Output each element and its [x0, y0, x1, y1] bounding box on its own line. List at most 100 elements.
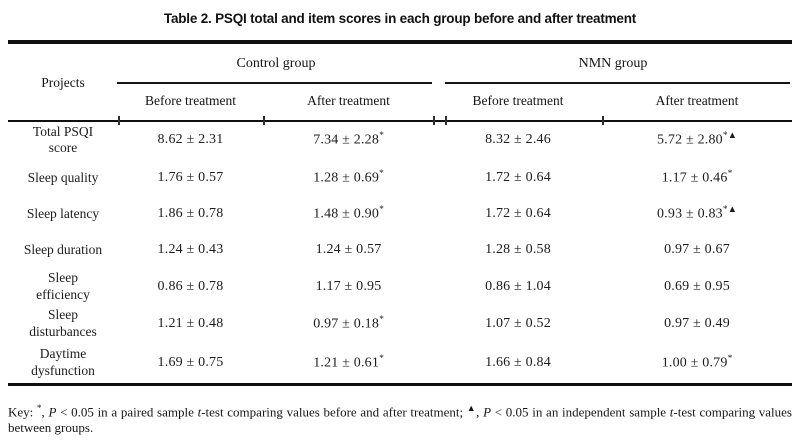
cell-value: 1.21 ± 0.61* [263, 342, 434, 383]
table-bottom-rule [8, 383, 792, 386]
column-junction-tick [433, 116, 435, 125]
row-label-line1: Sleep quality [27, 169, 99, 185]
nmn-group-header: NMN group [578, 56, 648, 71]
cell-value: 0.93 ± 0.83*▲ [602, 196, 792, 232]
cell-text: 1.86 ± 0.78 [157, 206, 224, 221]
cell-value: 1.48 ± 0.90* [263, 196, 434, 232]
table-key: Key: *, P < 0.05 in a paired sample t-te… [8, 401, 792, 435]
cell-text: 1.28 ± 0.69 [313, 170, 380, 186]
row-label-line2: dysfunction [31, 362, 95, 378]
control-before-header: Before treatment [144, 93, 237, 108]
cell-value: 1.24 ± 0.57 [263, 232, 434, 268]
nmn-group-underline [445, 82, 790, 84]
row-label-line2: disturbances [29, 323, 97, 339]
t-symbol: t [197, 404, 202, 420]
cell-text: 1.21 ± 0.48 [157, 315, 224, 331]
table-row-sleep-efficiency: Sleep efficiency 0.86 ± 0.78 1.17 ± 0.95… [8, 268, 792, 305]
header-separator-rule [8, 120, 792, 122]
row-label: Total PSQI score [8, 120, 118, 160]
row-label-line1: Total PSQI [32, 123, 94, 139]
triangle-marker: ▲ [466, 403, 477, 413]
column-junction-tick [445, 116, 447, 125]
cell-value: 8.62 ± 2.31 [118, 120, 263, 160]
row-label: Sleep efficiency [8, 268, 118, 305]
cell-superscript: *▲ [722, 205, 738, 216]
nmn-after-header: After treatment [655, 93, 739, 108]
cell-text: 5.72 ± 2.80 [656, 132, 723, 148]
table-row-total-psqi: Total PSQI score 8.62 ± 2.31 7.34 ± 2.28… [8, 120, 792, 160]
cell-value: 7.34 ± 2.28* [263, 120, 434, 160]
table-title: Table 2. PSQI total and item scores in e… [163, 11, 637, 26]
cell-value: 1.66 ± 0.84 [434, 342, 602, 383]
cell-value: 8.32 ± 2.46 [434, 120, 602, 160]
cell-text: 0.97 ± 0.18 [313, 316, 380, 332]
control-group-header: Control group [236, 56, 316, 71]
table-row-sleep-disturbances: Sleep disturbances 1.21 ± 0.48 0.97 ± 0.… [8, 305, 792, 342]
p-symbol: P [483, 404, 492, 420]
row-label-line2: efficiency [36, 286, 90, 302]
cell-text: 1.28 ± 0.58 [485, 242, 551, 257]
row-label-line1: Sleep [48, 270, 78, 285]
cell-value: 1.69 ± 0.75 [118, 342, 263, 383]
p-symbol: P [48, 404, 57, 420]
cell-text: 0.93 ± 0.83 [656, 206, 723, 222]
row-label: Sleep quality [8, 160, 118, 196]
row-label-line1: Sleep latency [26, 205, 100, 221]
key-text: , [41, 404, 49, 420]
cell-text: 1.48 ± 0.90 [313, 206, 380, 222]
cell-text: 1.72 ± 0.64 [485, 170, 551, 185]
cell-value: 1.28 ± 0.58 [434, 232, 602, 268]
table-row-daytime-dysfunction: Daytime dysfunction 1.69 ± 0.75 1.21 ± 0… [8, 342, 792, 383]
cell-superscript: * [727, 169, 733, 180]
cell-value: 0.97 ± 0.67 [602, 232, 792, 268]
cell-text: 1.07 ± 0.52 [485, 315, 551, 331]
cell-value: 0.69 ± 0.95 [602, 268, 792, 305]
cell-value: 1.28 ± 0.69* [263, 160, 434, 196]
cell-value: 1.86 ± 0.78 [118, 196, 263, 232]
cell-text: 1.66 ± 0.84 [485, 354, 551, 370]
subheader-row: Before treatment After treatment Before … [8, 82, 792, 120]
cell-text: 1.24 ± 0.57 [315, 242, 382, 257]
table-row-sleep-duration: Sleep duration 1.24 ± 0.43 1.24 ± 0.57 1… [8, 232, 792, 268]
cell-value: 1.00 ± 0.79* [602, 342, 792, 383]
cell-text: 8.32 ± 2.46 [485, 132, 551, 147]
cell-value: 1.21 ± 0.48 [118, 305, 263, 342]
cell-value: 1.72 ± 0.64 [434, 160, 602, 196]
control-group-underline [117, 82, 432, 84]
cell-text: 1.21 ± 0.61 [313, 355, 380, 371]
column-junction-tick [263, 116, 265, 125]
cell-text: 1.00 ± 0.79 [661, 355, 728, 371]
cell-value: 1.17 ± 0.95 [263, 268, 434, 305]
cell-value: 5.72 ± 2.80*▲ [602, 120, 792, 160]
key-text: Key: [8, 404, 37, 420]
nmn-before-header: Before treatment [472, 93, 564, 108]
cell-text: 1.17 ± 0.46 [661, 170, 728, 186]
key-text: , [476, 404, 484, 420]
cell-text: 1.69 ± 0.75 [157, 354, 224, 370]
cell-value: 0.86 ± 0.78 [118, 268, 263, 305]
cell-superscript: *▲ [722, 131, 738, 142]
column-junction-tick [118, 116, 120, 125]
asterisk-marker: * [36, 403, 42, 413]
row-label: Sleep duration [8, 232, 118, 268]
row-label: Daytime dysfunction [8, 342, 118, 383]
cell-superscript: * [379, 169, 384, 180]
cell-value: 0.97 ± 0.49 [602, 305, 792, 342]
cell-superscript: * [379, 205, 384, 216]
row-label-line1: Sleep duration [23, 241, 103, 257]
cell-text: 7.34 ± 2.28 [313, 132, 380, 148]
cell-text: 0.86 ± 0.78 [157, 278, 224, 294]
cell-text: 8.62 ± 2.31 [157, 132, 224, 147]
column-junction-tick [602, 116, 604, 125]
row-label-line2: score [48, 140, 78, 155]
control-after-header: After treatment [307, 93, 390, 108]
cell-text: 1.72 ± 0.64 [485, 206, 551, 221]
row-label: Sleep disturbances [8, 305, 118, 342]
group-header-row: Projects Control group NMN group [8, 46, 792, 90]
key-text: < 0.05 in a paired sample [56, 404, 198, 420]
cell-superscript: * [379, 353, 384, 364]
row-label-line1: Daytime [39, 346, 87, 361]
row-label-line1: Sleep [48, 307, 78, 322]
cell-text: 1.24 ± 0.43 [157, 242, 224, 257]
cell-value: 1.72 ± 0.64 [434, 196, 602, 232]
